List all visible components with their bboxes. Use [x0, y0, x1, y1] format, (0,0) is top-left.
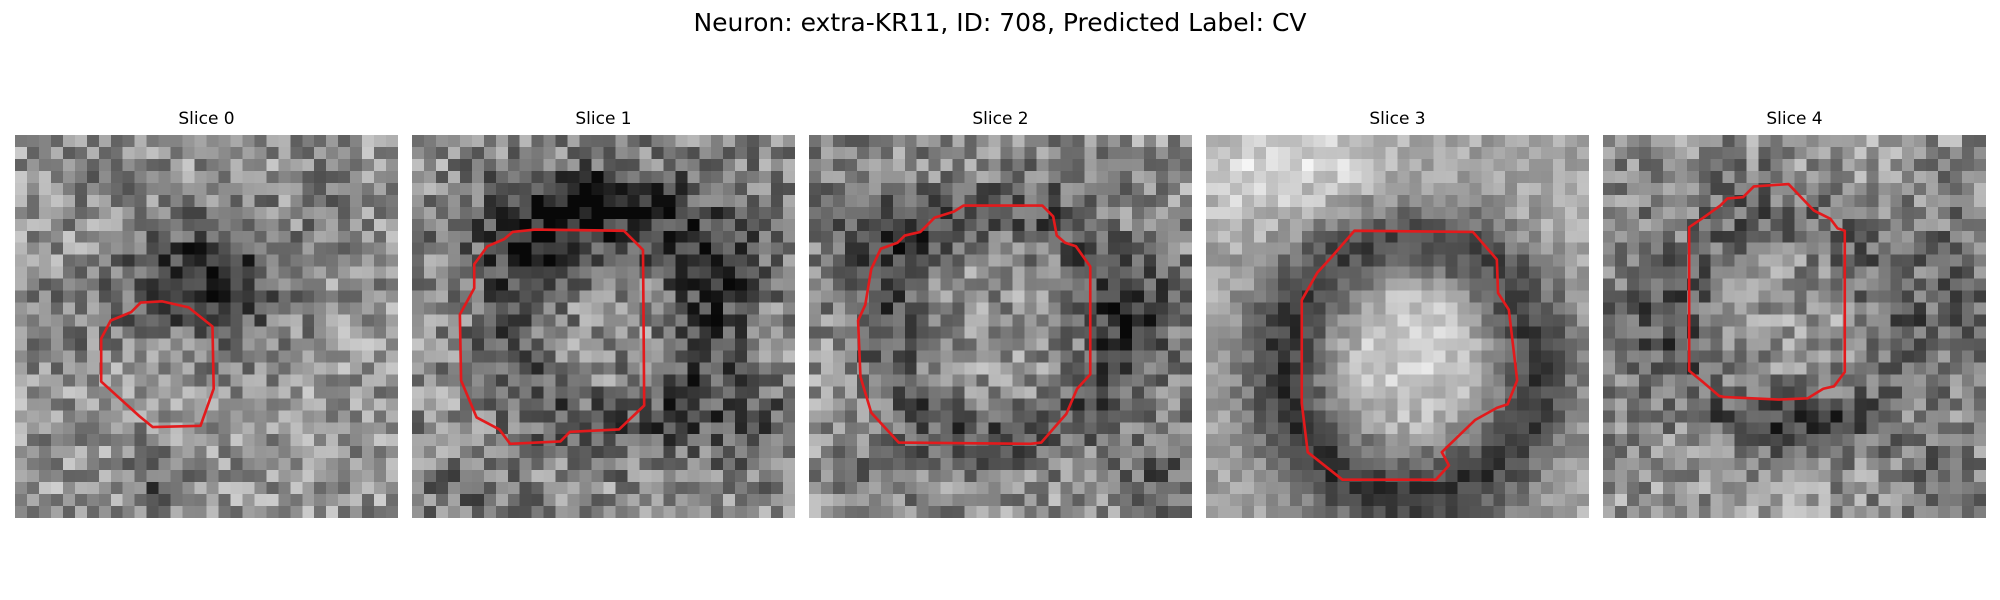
slice-image — [1603, 135, 1986, 518]
segmentation-contour — [458, 228, 646, 446]
slice-image — [15, 135, 398, 518]
slice-title: Slice 0 — [178, 109, 235, 129]
segmentation-contour — [99, 300, 215, 429]
slice-image — [412, 135, 795, 518]
slice-title: Slice 3 — [1369, 109, 1426, 129]
slice-title: Slice 2 — [972, 109, 1029, 129]
segmentation-contour — [1687, 182, 1847, 401]
pixel-grid — [1603, 135, 1986, 518]
pixel-grid — [809, 135, 1192, 518]
slice-image — [1206, 135, 1589, 518]
segmentation-contour — [1300, 229, 1519, 482]
figure-title: Neuron: extra-KR11, ID: 708, Predicted L… — [693, 8, 1307, 37]
segmentation-contour — [856, 204, 1092, 446]
pixel-grid — [1206, 135, 1589, 518]
slice-image — [809, 135, 1192, 518]
slice-title: Slice 4 — [1766, 109, 1823, 129]
pixel-grid — [15, 135, 398, 518]
slice-title: Slice 1 — [575, 109, 632, 129]
pixel-grid — [412, 135, 795, 518]
